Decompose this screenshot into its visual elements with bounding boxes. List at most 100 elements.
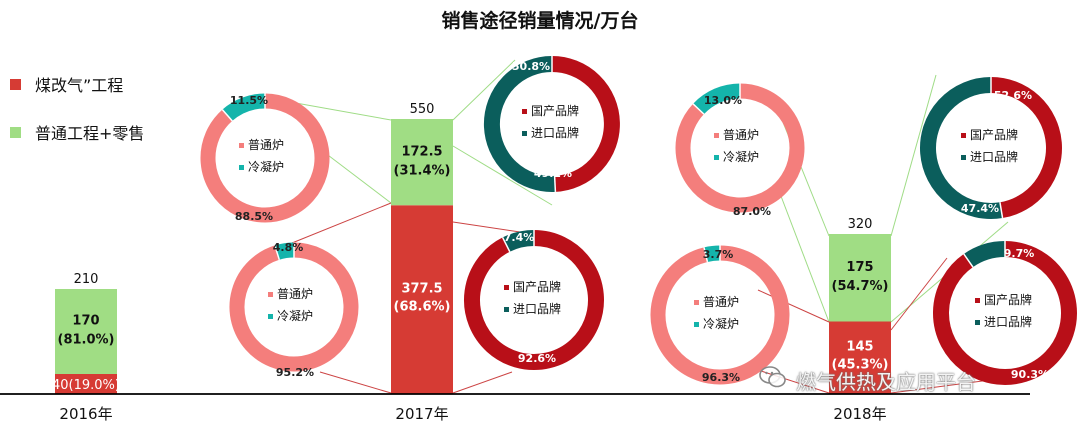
- donut-divider-2018-general-furnace-type-0: [692, 103, 705, 115]
- donut-legend-swatch-2017-coal-furnace-type-0: [268, 292, 273, 297]
- general-value-label-2017-line-1: (31.4%): [394, 163, 451, 178]
- general-value-label-2018-line-1: (54.7%): [832, 279, 889, 294]
- donut-slice-2018-general-brand-imported_brand: [920, 77, 1003, 219]
- donut-legend-label-2017-coal-brand-0: 国产品牌: [513, 280, 561, 294]
- donut-divider-2018-general-brand-1: [999, 202, 1004, 219]
- donut-legend-label-2017-general-brand-0: 国产品牌: [531, 104, 579, 118]
- connector-line-6: [319, 371, 392, 394]
- donut-legend-swatch-2017-general-brand-0: [522, 109, 527, 114]
- donut-legend-swatch-2017-coal-brand-1: [504, 307, 509, 312]
- donut-legend-swatch-2018-general-brand-0: [961, 133, 966, 138]
- donut-legend-label-2018-general-furnace-type-0: 普通炉: [723, 128, 759, 142]
- coal-value-label-2017-line-1: (68.6%): [394, 299, 451, 314]
- donut-legend-swatch-2017-general-furnace-type-0: [239, 143, 244, 148]
- donut-legend-label-2017-general-brand-1: 进口品牌: [531, 126, 579, 140]
- legend-label-general: 普通工程+零售: [35, 124, 145, 143]
- legend-label-coal: 煤改气”工程: [35, 76, 124, 95]
- donut-legend-label-2018-coal-brand-0: 国产品牌: [984, 293, 1032, 307]
- donut-legend-label-2018-general-brand-0: 国产品牌: [970, 128, 1018, 142]
- general-value-label-2017-line-0: 172.5: [401, 144, 442, 159]
- donut-pct-2017-general-brand-0: 49.2%: [534, 167, 572, 180]
- donut-pct-2017-general-furnace-type-0: 88.5%: [235, 210, 273, 223]
- donut-pct-2018-coal-furnace-type-0: 96.3%: [702, 371, 740, 384]
- donut-pct-2017-coal-brand-1: 7.4%: [504, 231, 535, 244]
- total-label-2018: 320: [848, 217, 873, 232]
- donut-divider-2017-coal-furnace-type-0: [274, 245, 281, 260]
- category-label-2017: 2017年: [395, 405, 448, 423]
- connector-line-1: [452, 145, 553, 206]
- donut-legend-label-2017-general-furnace-type-0: 普通炉: [248, 138, 284, 152]
- donut-legend-label-2017-coal-brand-1: 进口品牌: [513, 302, 561, 316]
- total-label-2017: 550: [410, 102, 435, 117]
- donut-divider-2017-general-furnace-type-0: [221, 109, 233, 122]
- legend-swatch-general: [10, 126, 21, 138]
- bar-general-2018: [829, 234, 891, 322]
- donut-legend-swatch-2017-general-furnace-type-1: [239, 165, 244, 170]
- donut-divider-2017-coal-brand-1: [501, 237, 511, 253]
- donut-legend-swatch-2017-coal-furnace-type-1: [268, 314, 273, 319]
- coal-value-label-2016: 40(19.0%): [52, 378, 120, 393]
- connector-line-10: [775, 182, 830, 323]
- connector-line-5: [452, 371, 513, 394]
- total-label-2016: 210: [74, 272, 99, 287]
- donut-legend-swatch-2018-coal-brand-0: [975, 298, 980, 303]
- legend-item-general: 普通工程+零售: [10, 120, 144, 144]
- donut-legend-swatch-2018-general-brand-1: [961, 155, 966, 160]
- connector-line-3: [452, 59, 516, 121]
- donut-pct-2017-general-brand-1: 50.8%: [512, 60, 550, 73]
- coal-value-label-2017-line-0: 377.5: [401, 281, 442, 296]
- donut-slice-2017-general-furnace-type-regular_furnace: [200, 93, 330, 223]
- donut-legend-label-2017-coal-furnace-type-1: 冷凝炉: [277, 308, 313, 323]
- donut-pct-2017-coal-furnace-type-0: 95.2%: [276, 366, 314, 379]
- watermark-text: 燃气供热及应用平台: [796, 370, 976, 394]
- general-value-label-2016-line-0: 170: [72, 314, 99, 329]
- legend-item-coal: 煤改气”工程: [10, 72, 123, 96]
- bar-general-2017: [391, 119, 453, 206]
- donut-slice-2017-general-brand-imported_brand: [483, 56, 556, 192]
- donut-pct-2018-general-furnace-type-0: 87.0%: [733, 205, 771, 218]
- connector-line-4: [291, 202, 392, 244]
- chart-title: 销售途径销量情况/万台: [441, 10, 639, 32]
- donut-slice-2017-general-furnace-type-condensing_furnace: [222, 93, 266, 122]
- coal-value-label-2018-line-0: 145: [846, 339, 873, 354]
- donut-slice-2018-general-furnace-type-condensing_furnace: [692, 83, 741, 115]
- connector-line-9: [890, 74, 937, 237]
- coal-value-label-2018-line-1: (45.3%): [832, 357, 889, 372]
- legend-swatch-coal: [10, 78, 21, 90]
- general-value-label-2016-line-1: (81.0%): [58, 333, 115, 348]
- donut-pct-2018-general-furnace-type-1: 13.0%: [704, 94, 742, 107]
- donut-divider-2018-coal-brand-1: [963, 253, 974, 268]
- donut-slice-2018-coal-brand-imported_brand: [963, 241, 1006, 268]
- donut-pct-2018-coal-brand-0: 90.3%: [1011, 368, 1049, 381]
- donut-slice-2018-general-brand-domestic_brand: [990, 77, 1062, 219]
- donut-slice-2017-coal-furnace-type-regular_furnace: [229, 242, 359, 372]
- category-label-2016: 2016年: [59, 405, 112, 423]
- category-label-2018: 2018年: [833, 405, 886, 423]
- donut-slice-2018-coal-brand-domestic_brand: [933, 241, 1077, 385]
- wechat-icon: [759, 366, 786, 388]
- donut-pct-2018-general-brand-1: 52.6%: [994, 89, 1032, 102]
- donut-slice-2017-coal-brand-imported_brand: [502, 230, 535, 252]
- donut-legend-label-2017-general-furnace-type-1: 冷凝炉: [248, 159, 284, 174]
- donut-slice-2018-coal-furnace-type-regular_furnace: [650, 245, 790, 385]
- donut-legend-swatch-2018-general-furnace-type-1: [714, 155, 719, 160]
- connector-line-13: [890, 257, 948, 331]
- donut-legend-label-2018-coal-furnace-type-1: 冷凝炉: [703, 316, 739, 331]
- bar-general-2016: [55, 289, 117, 374]
- donut-legend-label-2018-general-furnace-type-1: 冷凝炉: [723, 149, 759, 164]
- donut-legend-swatch-2018-coal-furnace-type-0: [694, 300, 699, 305]
- donut-legend-swatch-2018-coal-furnace-type-1: [694, 322, 699, 327]
- donut-legend-swatch-2017-coal-brand-0: [504, 285, 509, 290]
- donut-pct-2018-coal-furnace-type-1: 3.7%: [703, 248, 734, 261]
- donut-divider-2018-coal-furnace-type-0: [703, 247, 709, 263]
- bar-coal-2018: [829, 321, 891, 394]
- bar-coal-2016: [55, 374, 117, 394]
- donut-divider-2017-general-brand-1: [553, 175, 557, 192]
- general-value-label-2018-line-0: 175: [846, 260, 873, 275]
- connector-line-7: [452, 221, 521, 233]
- donut-slice-2018-general-furnace-type-regular_furnace: [675, 83, 805, 213]
- donut-legend-label-2018-coal-brand-1: 进口品牌: [984, 315, 1032, 329]
- donut-legend-label-2018-general-brand-1: 进口品牌: [970, 150, 1018, 164]
